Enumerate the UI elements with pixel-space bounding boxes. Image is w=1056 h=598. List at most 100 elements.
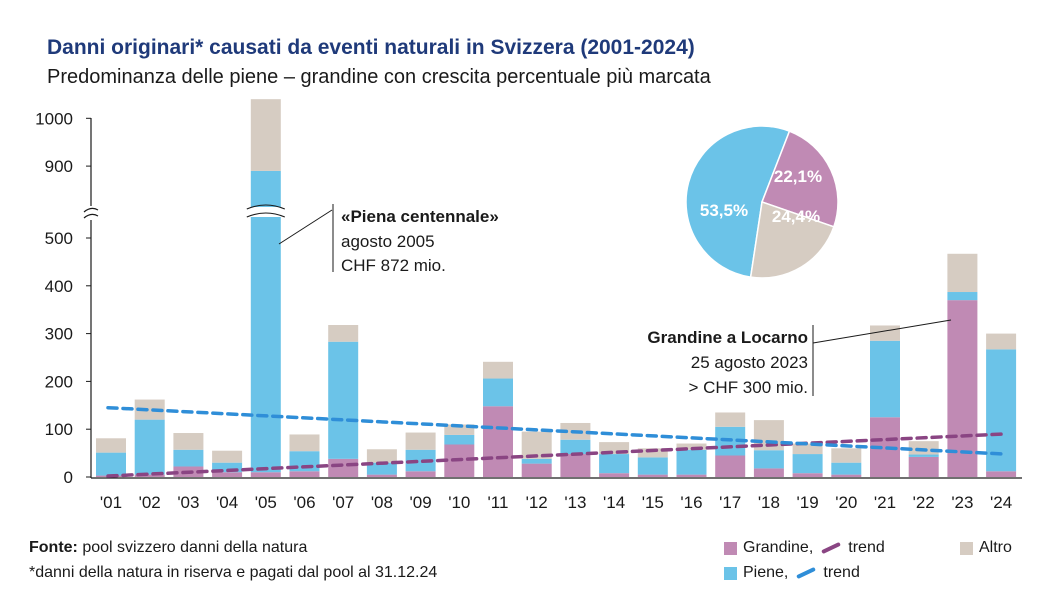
x-tick-label: '01 — [100, 493, 122, 512]
x-tick-label: '09 — [410, 493, 432, 512]
bar-piene-07 — [328, 341, 359, 459]
bar-altro-19 — [792, 443, 823, 455]
bar-altro-04 — [212, 450, 243, 463]
chart-subtitle: Predominanza delle piene – grandine con … — [47, 66, 711, 88]
y-tick-label: 900 — [45, 157, 73, 176]
y-tick-label: 300 — [45, 325, 73, 344]
bar-altro-05 — [250, 99, 281, 171]
bar-piene-22 — [908, 454, 939, 457]
legend-other: Altro — [960, 539, 1012, 557]
x-tick-label: '24 — [990, 493, 1012, 512]
legend-flood-swatch — [724, 566, 737, 580]
bar-grandine-06 — [289, 471, 320, 477]
legend-hail-trend-label: trend — [848, 539, 885, 556]
x-tick-label: '06 — [293, 493, 315, 512]
bar-grandine-15 — [637, 474, 668, 477]
annotation-2023-line1: 25 agosto 2023 — [691, 353, 808, 372]
bar-piene-05 — [250, 170, 281, 473]
trend-line-grandine — [106, 432, 1006, 478]
footer-source: Fonte: pool svizzero danni della natura — [29, 539, 307, 557]
annotation-2023-title: Grandine a Locarno — [647, 328, 808, 347]
legend-flood: Piene, trend — [724, 564, 860, 582]
bar-altro-08 — [366, 449, 397, 463]
bar-grandine-17 — [715, 455, 746, 477]
bar-piene-23 — [947, 292, 978, 301]
bar-piene-08 — [366, 462, 397, 475]
annotation-2005-title: «Piena centennale» — [341, 207, 499, 226]
y-tick-label: 0 — [64, 468, 73, 487]
x-tick-label: '07 — [332, 493, 354, 512]
bar-grandine-14 — [599, 473, 630, 477]
bar-piene-15 — [637, 457, 668, 475]
annotation-2023-line2: > CHF 300 mio. — [688, 378, 808, 397]
bar-break-gap — [246, 207, 285, 217]
x-tick-label: '20 — [835, 493, 857, 512]
bar-piene-13 — [560, 439, 591, 455]
bar-grandine-19 — [792, 473, 823, 477]
x-tick-label: '04 — [216, 493, 238, 512]
x-tick-label: '18 — [758, 493, 780, 512]
legend-hail-swatch — [724, 541, 737, 555]
bar-piene-01 — [96, 452, 126, 476]
x-tick-label: '12 — [526, 493, 548, 512]
bar-altro-15 — [637, 448, 668, 458]
bar-altro-24 — [986, 333, 1017, 350]
legend-flood-label: Piene, — [743, 564, 789, 581]
bar-grandine-20 — [831, 474, 862, 477]
bar-piene-03 — [173, 449, 204, 467]
x-tick-label: '22 — [913, 493, 935, 512]
y-tick-label: 200 — [45, 372, 73, 391]
annotation-2005-line2: CHF 872 mio. — [341, 256, 446, 275]
pie-label-altro: 22,1% — [774, 167, 822, 186]
bar-grandine-11 — [483, 406, 513, 477]
pie-slice-altro — [749, 200, 835, 279]
legend-flood-trend-icon — [796, 566, 817, 580]
x-tick-label: '11 — [488, 493, 509, 512]
y-tick-label: 1000 — [35, 109, 73, 128]
bar-altro-02 — [134, 399, 165, 420]
bar-grandine-04 — [212, 472, 243, 477]
x-tick-label: '13 — [564, 493, 586, 512]
bar-grandine-02 — [134, 474, 165, 477]
y-tick-label: 400 — [45, 277, 73, 296]
bar-piene-24 — [986, 349, 1017, 472]
bar-altro-22 — [908, 441, 939, 455]
bar-piene-20 — [831, 462, 862, 475]
bar-grandine-12 — [521, 463, 552, 477]
bar-altro-06 — [289, 434, 320, 452]
x-tick-label: '16 — [680, 493, 702, 512]
pie-label-piene: 53,5% — [700, 201, 748, 220]
annotation-2005-leader — [278, 209, 333, 245]
annotation-2023-leader — [812, 319, 952, 344]
bar-altro-01 — [96, 438, 126, 453]
bar-piene-04 — [212, 462, 243, 473]
pie-slice-piene — [685, 125, 791, 279]
axis-break-mark — [83, 207, 99, 219]
bar-piene-09 — [405, 449, 436, 472]
bar-altro-10 — [444, 424, 475, 435]
bar-altro-20 — [831, 448, 862, 463]
legend-hail: Grandine, trend — [724, 539, 885, 557]
bar-piene-10 — [444, 434, 475, 445]
bar-grandine-22 — [908, 456, 939, 477]
bar-grandine-24 — [986, 471, 1017, 477]
bar-grandine-23 — [947, 300, 978, 477]
pie-label-grandine: 24,4% — [772, 207, 820, 226]
bar-altro-17 — [715, 412, 746, 427]
stacked-bar-chart: 0 100 200 300 400 500 900 1000 '01 '02 '03 '04 '05 '0… — [35, 99, 1022, 512]
y-tick-label: 500 — [45, 229, 73, 248]
bar-altro-23 — [947, 253, 978, 293]
pie-slice-grandine — [761, 130, 839, 228]
bar-piene-18 — [753, 450, 784, 469]
bar-altro-03 — [173, 433, 204, 450]
bar-grandine-16 — [676, 474, 707, 477]
x-tick-label: '02 — [139, 493, 161, 512]
bar-piene-14 — [599, 454, 630, 474]
bar-altro-16 — [676, 443, 707, 450]
x-tick-label: '05 — [255, 493, 277, 512]
legend-other-swatch — [960, 541, 973, 555]
chart-title: Danni originari* causati da eventi natur… — [47, 36, 695, 59]
bar-break-mark — [246, 204, 286, 218]
x-tick-label: '23 — [951, 493, 973, 512]
legend-hail-label: Grandine, — [743, 539, 814, 556]
